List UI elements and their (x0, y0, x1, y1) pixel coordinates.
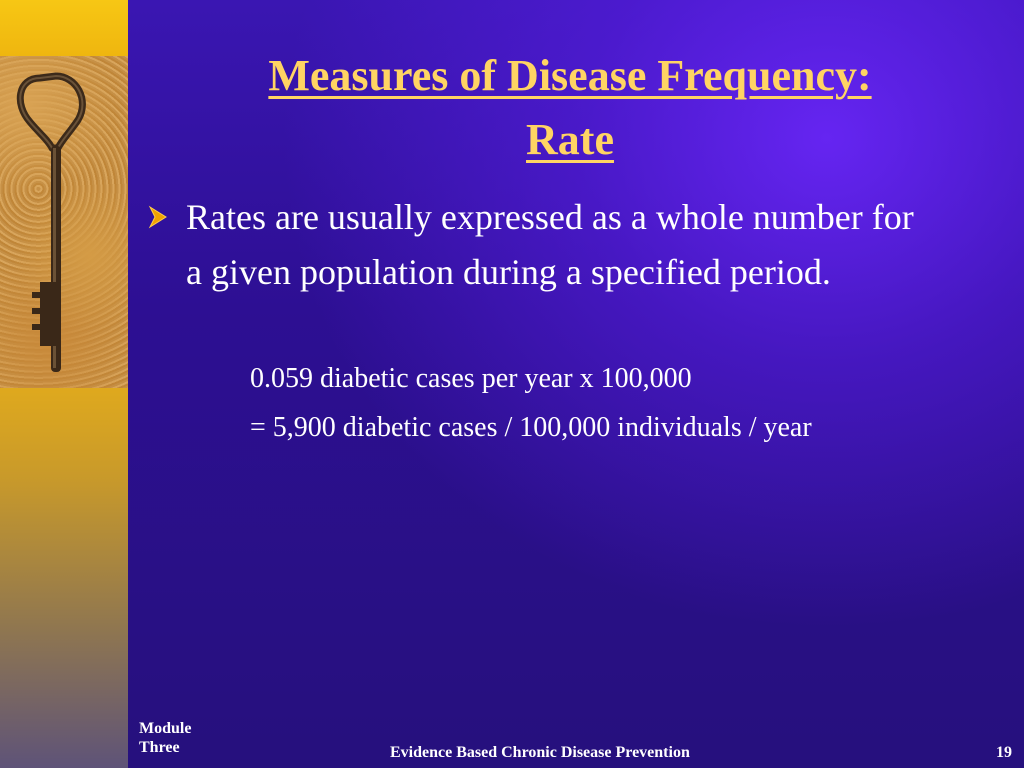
footer-module-line-1: Module (139, 720, 192, 737)
title-line-2: Rate (526, 115, 614, 164)
old-key-image (0, 56, 128, 388)
bullet-point: Rates are usually expressed as a whole n… (148, 190, 928, 300)
example-line-2: = 5,900 diabetic cases / 100,000 individ… (250, 412, 812, 443)
title-line-1: Measures of Disease Frequency: (268, 51, 872, 100)
sidebar-bar (0, 0, 128, 768)
slide-title: Measures of Disease Frequency: Rate (150, 44, 990, 172)
key-icon (16, 72, 86, 372)
slide-content-area (128, 0, 1024, 768)
example-line-1: 0.059 diabetic cases per year x 100,000 (250, 363, 692, 394)
footer-module-line-2: Three (139, 739, 180, 756)
footer-module: Module Three (139, 719, 191, 757)
bullet-text: Rates are usually expressed as a whole n… (186, 197, 914, 292)
footer-course-title: Evidence Based Chronic Disease Preventio… (390, 744, 690, 761)
sidebar-top-band (0, 0, 128, 56)
arrow-bullet-icon (148, 205, 167, 229)
footer-page-number: 19 (996, 744, 1012, 761)
